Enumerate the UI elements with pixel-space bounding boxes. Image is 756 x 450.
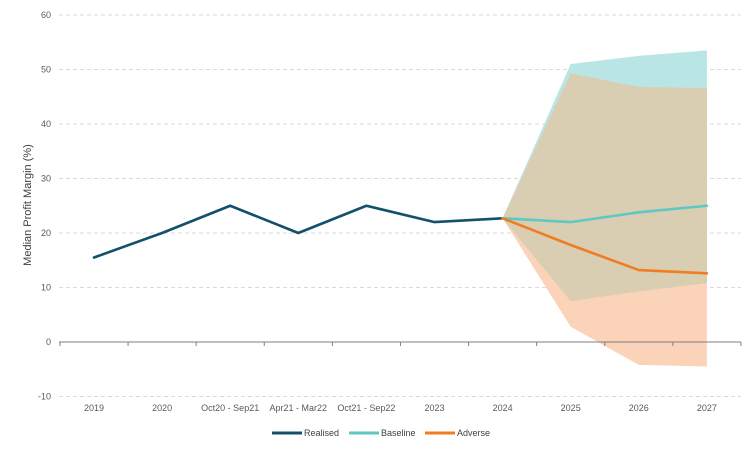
y-tick-label: -10 [38, 392, 51, 402]
legend-item-adverse: Adverse [425, 428, 490, 438]
x-axis-ticks: 2019 2020 Oct20 - Sep21 Apr21 - Mar22 Oct21 … [84, 403, 717, 413]
x-tick-label: 2019 [84, 403, 104, 413]
y-tick-label: 0 [46, 337, 51, 347]
x-axis [59, 341, 742, 346]
y-axis-ticks: -10 0 10 20 30 40 50 60 [38, 10, 51, 402]
legend-item-baseline: Baseline [349, 428, 416, 438]
baseline-line [501, 204, 709, 224]
y-tick-label: 20 [41, 228, 51, 238]
bands-overlap [502, 73, 707, 302]
y-tick-label: 50 [41, 65, 51, 75]
x-tick-label: 2027 [697, 403, 717, 413]
legend-item-realised: Realised [272, 428, 339, 438]
x-tick-label: 2020 [152, 403, 172, 413]
x-tick-label: 2024 [493, 403, 513, 413]
y-tick-label: 10 [41, 283, 51, 293]
legend-label: Realised [304, 428, 339, 438]
realised-line [92, 204, 504, 259]
y-axis-label: Median Profit Margin (%) [22, 144, 34, 266]
x-tick-label: Oct20 - Sep21 [201, 403, 259, 413]
legend-label: Adverse [457, 428, 490, 438]
x-tick-label: Apr21 - Mar22 [270, 403, 328, 413]
y-tick-label: 30 [41, 174, 51, 184]
y-tick-label: 60 [41, 10, 51, 20]
x-tick-label: 2026 [629, 403, 649, 413]
x-tick-label: 2025 [561, 403, 581, 413]
series-lines [92, 204, 709, 275]
legend: Realised Baseline Adverse [272, 428, 490, 438]
adverse-line [501, 216, 709, 275]
legend-label: Baseline [381, 428, 416, 438]
x-tick-label: Oct21 - Sep22 [337, 403, 395, 413]
y-tick-label: 40 [41, 119, 51, 129]
x-tick-label: 2023 [424, 403, 444, 413]
